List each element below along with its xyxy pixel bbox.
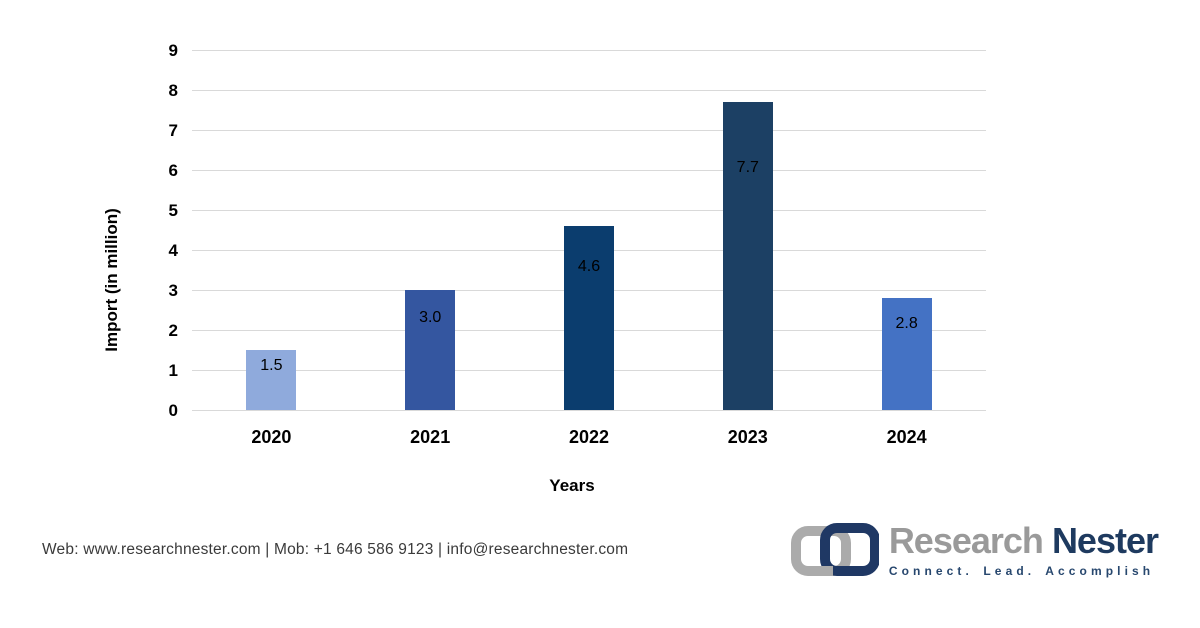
y-tick-label: 1 [168, 361, 178, 380]
x-tick-label: 2022 [568, 427, 610, 447]
y-tick-label: 8 [168, 81, 178, 100]
bar-value-label: 1.5 [260, 357, 283, 374]
bar-2022: 4.6 [564, 226, 614, 410]
y-tick-label: 9 [168, 41, 178, 60]
brand-name-research: Research [888, 520, 1044, 561]
y-tick-label: 6 [168, 161, 178, 180]
y-tick-label: 3 [168, 281, 178, 300]
bar-2024: 2.8 [881, 298, 932, 410]
gridline [192, 170, 986, 171]
x-axis-title: Years [549, 476, 595, 495]
y-tick-label: 2 [168, 321, 178, 340]
chain-links-icon [790, 523, 879, 576]
y-tick-label: 5 [168, 201, 178, 220]
x-tick-label: 2024 [886, 427, 927, 447]
x-tick-label: 2023 [727, 427, 768, 447]
gridline [192, 50, 986, 51]
gridline [192, 210, 986, 211]
bar-2021: 3.0 [405, 290, 456, 410]
brand-name: Research Nester [888, 520, 1159, 561]
y-tick-label: 7 [168, 121, 178, 140]
x-tick-label: 2021 [410, 427, 451, 447]
y-tick-label: 0 [168, 401, 178, 420]
contact-info: Web: www.researchnester.com | Mob: +1 64… [42, 541, 629, 558]
brand-tagline: Connect. Lead. Accomplish [888, 564, 1155, 578]
bar-2023: 7.7 [722, 102, 773, 410]
gridline [192, 90, 986, 91]
brand-name-nester: Nester [1051, 520, 1159, 561]
y-tick-label: 4 [168, 241, 178, 260]
footer: Web: www.researchnester.com | Mob: +1 64… [0, 520, 1200, 600]
gridline [192, 130, 986, 131]
bar-value-label: 3.0 [419, 309, 442, 326]
bar-value-label: 2.8 [895, 315, 918, 333]
bar-2020: 1.5 [246, 350, 297, 410]
y-axis-title: Import (in million) [102, 208, 121, 352]
plot-area: 1.5 3.0 4.6 7.7 2.8 [192, 50, 986, 411]
x-tick-label: 2020 [251, 427, 292, 447]
bar-value-label: 4.6 [577, 257, 601, 275]
brand-text: Research Nester Connect. Lead. Accomplis… [888, 520, 1159, 579]
brand-logo: Research Nester Connect. Lead. Accomplis… [789, 520, 1159, 579]
bar-value-label: 7.7 [736, 158, 759, 176]
gridline [192, 410, 986, 411]
